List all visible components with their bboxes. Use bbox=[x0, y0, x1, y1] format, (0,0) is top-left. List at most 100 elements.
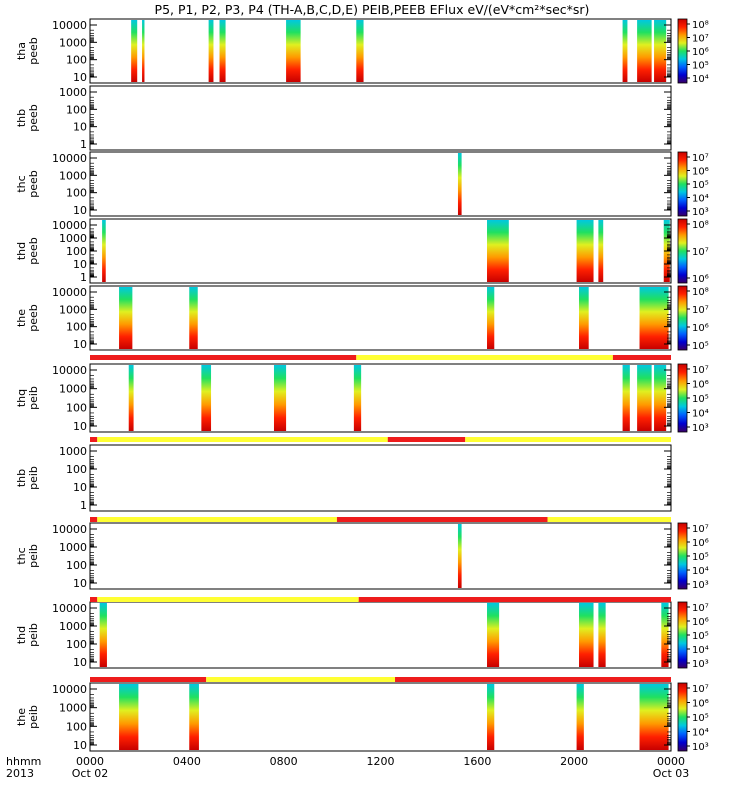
colorbar-label: 10⁶ bbox=[692, 538, 709, 549]
y-tick-label: 10 bbox=[73, 577, 87, 590]
data-segment bbox=[487, 220, 509, 282]
y-tick-label: 1000 bbox=[59, 232, 87, 245]
data-segment bbox=[598, 603, 606, 667]
y-tick-label: 1 bbox=[80, 271, 87, 284]
colorbar-label: 10³ bbox=[692, 207, 709, 218]
panel-the-peib: 10000 1000 100 10 the peib 10⁷ 10⁶ 10⁵ 10⁴ 10³ bbox=[15, 682, 709, 753]
y-tick-label: 100 bbox=[66, 103, 87, 116]
x-tick-sublabel: Oct 02 bbox=[72, 767, 109, 780]
y-tick-label: 1000 bbox=[59, 383, 87, 396]
data-segment bbox=[576, 684, 584, 750]
y-tick-label: 100 bbox=[66, 559, 87, 572]
data-segment bbox=[273, 365, 287, 431]
panel-thb-peeb: 1000 100 10 1 thb peeb bbox=[15, 85, 672, 151]
data-segment bbox=[598, 220, 604, 282]
colorbar-label: 10⁶ bbox=[692, 617, 709, 628]
colorbar-label: 10⁵ bbox=[692, 341, 709, 352]
colorbar-label: 10⁸ bbox=[692, 20, 709, 31]
y-tick-label: 10000 bbox=[52, 364, 87, 377]
y-tick-label: 10000 bbox=[52, 286, 87, 299]
figure-title: P5, P1, P2, P3, P4 (TH-A,B,C,D,E) PEIB,P… bbox=[155, 2, 590, 17]
y-tick-label: 1000 bbox=[59, 445, 87, 458]
panel-label-product: peib bbox=[27, 466, 40, 490]
x-corner-label: hhmm bbox=[6, 755, 41, 768]
mode-bar-segment bbox=[395, 677, 671, 682]
y-tick-label: 10000 bbox=[52, 523, 87, 536]
colorbar-label: 10⁷ bbox=[692, 684, 709, 695]
data-segment bbox=[189, 684, 199, 750]
colorbar bbox=[677, 522, 688, 590]
data-segment bbox=[622, 20, 628, 82]
mode-bar-segment bbox=[465, 437, 671, 442]
y-tick-label: 100 bbox=[66, 187, 87, 200]
y-tick-label: 10 bbox=[73, 121, 87, 134]
panel-frame bbox=[89, 18, 672, 84]
colorbar bbox=[677, 218, 688, 284]
data-segment bbox=[201, 365, 212, 431]
data-segment bbox=[654, 20, 667, 82]
colorbar-label: 10⁵ bbox=[692, 61, 709, 72]
colorbar bbox=[677, 601, 688, 669]
y-tick-label: 100 bbox=[66, 401, 87, 414]
y-tick-label: 100 bbox=[66, 321, 87, 334]
colorbar-label: 10³ bbox=[692, 659, 709, 670]
y-tick-label: 10 bbox=[73, 420, 87, 433]
colorbar-label: 10³ bbox=[692, 423, 709, 434]
data-segment bbox=[119, 287, 133, 349]
panel-tha-peeb: 10000 1000 100 10 tha peeb 10⁸ 10⁷ 10⁶ 10⁵ 10⁴ bbox=[15, 18, 709, 85]
y-tick-label: 1000 bbox=[59, 702, 87, 715]
colorbar bbox=[677, 363, 688, 433]
colorbar-label: 10⁶ bbox=[692, 380, 709, 391]
y-tick-label: 100 bbox=[66, 245, 87, 258]
panel-label-probe: tha bbox=[15, 42, 28, 60]
mode-bars-group bbox=[90, 355, 671, 682]
mode-bar-segment bbox=[90, 437, 98, 442]
colorbar-label: 10⁷ bbox=[692, 603, 709, 614]
y-tick-label: 1 bbox=[80, 138, 87, 151]
data-segment bbox=[131, 20, 138, 82]
y-tick-label: 1000 bbox=[59, 36, 87, 49]
data-segment bbox=[637, 365, 652, 431]
colorbar-label: 10⁸ bbox=[692, 287, 709, 298]
data-segment bbox=[102, 220, 106, 282]
colorbar-label: 10⁷ bbox=[692, 365, 709, 376]
y-tick-label: 10 bbox=[73, 71, 87, 84]
data-segment bbox=[119, 684, 139, 750]
panel-frame bbox=[89, 444, 672, 512]
x-tick-label: 1600 bbox=[463, 755, 491, 768]
panel-the-peeb: 10000 1000 100 10 the peeb 10⁸ 10⁷ 10⁶ 10⁵ bbox=[15, 285, 709, 352]
panel-frame bbox=[89, 363, 672, 433]
y-tick-label: 1000 bbox=[59, 620, 87, 633]
data-segment bbox=[661, 603, 669, 667]
colorbar-label: 10⁷ bbox=[692, 305, 709, 316]
data-segment bbox=[639, 287, 669, 349]
colorbar-label: 10⁵ bbox=[692, 180, 709, 191]
panel-label-product: peeb bbox=[27, 237, 40, 265]
mode-bar-segment bbox=[90, 355, 357, 360]
panel-label-probe: thd bbox=[15, 242, 28, 260]
y-tick-label: 100 bbox=[66, 720, 87, 733]
colorbar-label: 10⁵ bbox=[692, 552, 709, 563]
panel-frame bbox=[89, 151, 672, 217]
y-tick-label: 1000 bbox=[59, 86, 87, 99]
panel-label-product: peeb bbox=[27, 170, 40, 198]
mode-bar-segment bbox=[547, 517, 671, 522]
panel-label-product: peib bbox=[27, 623, 40, 647]
panel-thc-peeb: 10000 1000 100 10 thc peeb 10⁷ 10⁶ 10⁵ 10⁴ 10³ bbox=[15, 151, 709, 218]
mode-bar-segment bbox=[90, 677, 207, 682]
panel-label-product: peeb bbox=[27, 37, 40, 65]
data-segment bbox=[654, 365, 667, 431]
colorbar-label: 10⁴ bbox=[692, 409, 709, 420]
panel-label-product: peib bbox=[27, 386, 40, 410]
mode-bar-segment bbox=[206, 677, 396, 682]
panel-label-product: peeb bbox=[27, 304, 40, 332]
data-segment bbox=[356, 20, 364, 82]
panel-label-probe: thc bbox=[15, 175, 28, 192]
x-tick-label: 0000 bbox=[76, 755, 104, 768]
data-segment bbox=[189, 287, 198, 349]
colorbar-label: 10⁶ bbox=[692, 323, 709, 334]
panel-frame bbox=[89, 522, 672, 590]
data-segment bbox=[637, 20, 652, 82]
